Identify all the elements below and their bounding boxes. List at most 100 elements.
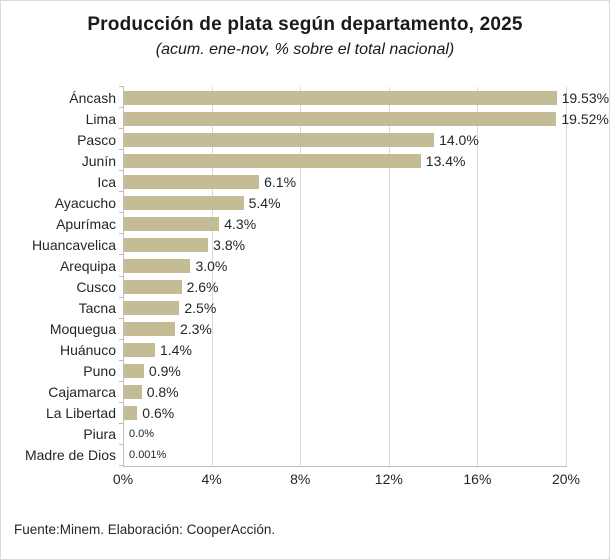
bar (124, 343, 155, 358)
value-label: 19.53% (561, 89, 610, 106)
y-axis-tick (119, 275, 124, 277)
bar (124, 300, 180, 315)
bar-row: Madre de Dios 0.001% (25, 445, 567, 466)
gridline (477, 87, 479, 466)
value-label: 0.001% (129, 448, 167, 461)
category-label: Arequipa (59, 257, 116, 274)
chart-title: Producción de plata según departamento, … (87, 14, 523, 35)
y-axis-tick (119, 212, 124, 214)
value-label: 2.3% (179, 321, 212, 338)
bar-row: Cajamarca 0.8% (48, 382, 567, 403)
gridline (566, 87, 567, 466)
bar-row: Arequipa 3.0% (60, 255, 567, 276)
y-axis-tick (119, 317, 124, 319)
y-axis-tick (119, 401, 124, 403)
bar (124, 132, 435, 147)
value-label: 1.4% (160, 342, 192, 359)
bar-row: Piura 0.0% (83, 424, 567, 445)
bar (124, 90, 557, 105)
y-axis-tick (119, 170, 124, 172)
y-axis-tick (119, 233, 124, 235)
bar (124, 385, 142, 400)
bar-row: La Libertad 0.6% (46, 403, 567, 424)
value-label: 0.9% (148, 363, 181, 380)
category-label: Ica (97, 173, 116, 190)
value-label: 0.8% (146, 384, 179, 401)
y-axis-tick (119, 86, 124, 87)
bar (124, 322, 175, 337)
x-axis: 0% 4% 8% 12% 16% 20% (113, 471, 580, 488)
y-axis-tick (119, 422, 124, 424)
bar-row: Apurímac 4.3% (56, 213, 567, 234)
bar (124, 258, 191, 273)
x-axis-tick-label: 12% (374, 471, 403, 487)
bar (124, 216, 220, 231)
x-axis-tick-label: 4% (201, 471, 222, 487)
category-label: Huánuco (59, 342, 116, 359)
value-label: 14.0% (439, 131, 479, 148)
bar (124, 111, 557, 126)
bar-row: Junín 13.4% (82, 150, 567, 171)
bar-row: Ica 6.1% (97, 171, 567, 192)
bar-row: Áncash 19.53% (69, 87, 609, 108)
y-axis-tick (119, 191, 124, 193)
category-label: Piura (83, 426, 116, 443)
value-label: 19.52% (561, 110, 609, 127)
category-label: Ayacucho (54, 194, 116, 211)
bar-row: Ayacucho 5.4% (55, 192, 567, 213)
bar-row: Lima 19.52% (86, 108, 609, 129)
bar (124, 364, 144, 379)
y-axis-tick (119, 359, 124, 361)
value-label: 4.3% (224, 215, 257, 232)
category-label: Áncash (69, 89, 116, 106)
gridline (300, 87, 302, 466)
x-axis-tick-label: 8% (290, 471, 311, 487)
value-label: 2.5% (184, 299, 217, 316)
category-label: Cusco (76, 278, 116, 295)
value-label: 0.0% (129, 427, 155, 440)
y-axis-tick (119, 443, 124, 445)
value-label: 2.6% (186, 278, 219, 295)
bar-row: Cusco 2.6% (76, 276, 567, 297)
bar (124, 174, 260, 189)
category-label: Moquegua (49, 321, 116, 338)
y-axis-tick (119, 296, 124, 298)
category-label: Huancavelica (31, 236, 116, 253)
value-label: 13.4% (425, 152, 466, 169)
bar-row: Puno 0.9% (83, 361, 567, 382)
category-label: Tacna (78, 299, 116, 316)
x-axis-tick-label: 0% (112, 471, 134, 487)
category-label: Apurímac (56, 215, 116, 232)
category-label: Madre de Dios (24, 447, 116, 464)
y-axis-tick (119, 149, 124, 151)
gridline (211, 87, 213, 466)
value-label: 0.6% (142, 405, 175, 422)
value-label: 6.1% (264, 173, 297, 190)
bar (124, 195, 244, 210)
y-axis-tick (119, 338, 124, 340)
bar (124, 237, 209, 252)
bar-row: Pasco 14.0% (77, 129, 567, 150)
y-axis-tick (119, 254, 124, 256)
y-axis-tick (119, 380, 124, 382)
x-axis-tick-label: 16% (463, 471, 492, 487)
category-label: Cajamarca (48, 384, 116, 401)
category-label: La Libertad (45, 405, 116, 422)
category-label: Junín (81, 152, 116, 169)
bar (124, 279, 182, 294)
value-label: 5.4% (248, 194, 281, 211)
plot-area: Áncash 19.53% Lima 19.52% Pasco 14.0% Junín 13.… (25, 86, 609, 467)
source-note: Fuente:Minem. Elaboración: CooperAcción. (14, 522, 276, 537)
x-axis-tick-label: 20% (551, 471, 581, 487)
bar-row: Tacna 2.5% (79, 297, 567, 318)
value-label: 3.8% (213, 236, 246, 253)
y-axis-tick (119, 107, 124, 109)
y-axis-tick (119, 465, 124, 466)
bar-row: Huánuco 1.4% (60, 340, 567, 361)
chart-subtitle: (acum. ene-nov, % sobre el total naciona… (155, 41, 455, 58)
category-label: Pasco (77, 131, 116, 148)
bar-row: Moquegua 2.3% (50, 319, 567, 340)
category-label: Lima (85, 110, 116, 127)
gridline (388, 87, 390, 466)
